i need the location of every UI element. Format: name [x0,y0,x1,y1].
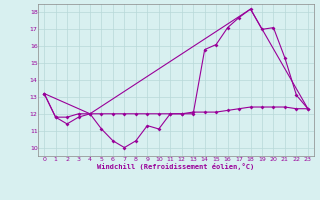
X-axis label: Windchill (Refroidissement éolien,°C): Windchill (Refroidissement éolien,°C) [97,163,255,170]
